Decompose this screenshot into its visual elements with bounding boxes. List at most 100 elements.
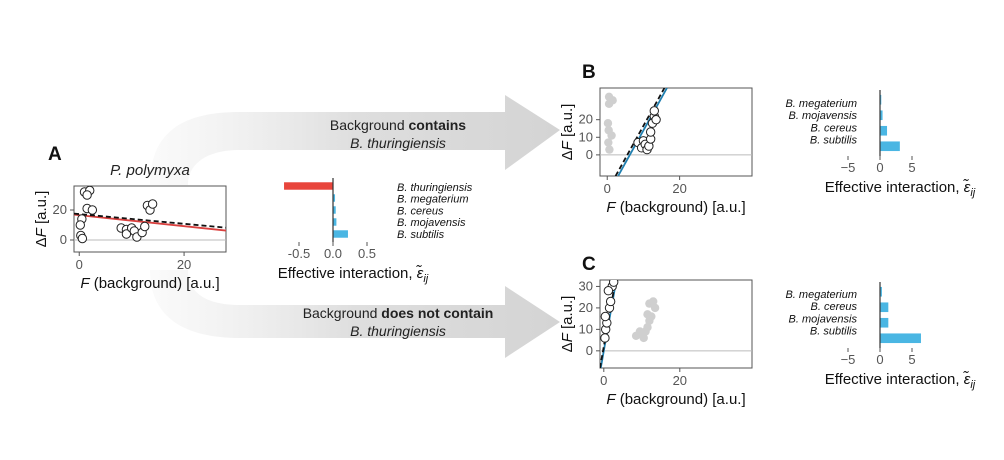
species-label: B. megaterium [785, 289, 857, 301]
data-point [147, 199, 158, 209]
fit-line-dashed [74, 212, 226, 229]
x-label-text: (background) [a.u.] [616, 391, 746, 408]
data-point [605, 296, 616, 307]
x-label-text: (background) [a.u.] [616, 199, 746, 216]
y-label-delta: Δ [559, 150, 576, 160]
x-tick-label: 0 [600, 373, 607, 388]
y-axis-label: ΔF [a.u.] [559, 296, 576, 353]
x-axis-label: F (background) [a.u.] [606, 199, 745, 216]
x-label-symbol: ε̃ [962, 179, 970, 196]
species-label: B. subtilis [810, 135, 858, 147]
species-label: B. cereus [811, 122, 858, 134]
y-label-text: [a.u.] [559, 296, 576, 334]
y-tick-label: 20 [579, 300, 593, 315]
y-label-delta: Δ [33, 237, 50, 247]
data-point [77, 233, 88, 244]
x-tick-label: 0 [876, 160, 883, 175]
species-label: B. mojavensis [789, 110, 858, 122]
x-tick-label: 5 [908, 160, 915, 175]
x-label-text: Effective interaction, [278, 265, 417, 282]
arrow-bottom-normal: Background [303, 305, 382, 321]
y-axis-label: ΔF [a.u.] [33, 191, 50, 248]
species-label: B. cereus [811, 301, 858, 313]
background-point [649, 297, 658, 306]
background-point [603, 119, 613, 128]
interaction-bar [333, 206, 336, 214]
y-tick-label: 10 [579, 129, 593, 144]
data-point [645, 127, 656, 137]
interaction-bar [880, 141, 900, 152]
y-tick-label: 30 [579, 278, 593, 293]
x-tick-label: 0.0 [324, 246, 342, 261]
panel-a-title: P. polymyxa [110, 162, 190, 179]
species-label: B. thuringiensis [397, 182, 473, 194]
data-point [121, 229, 132, 239]
x-label-symbol: F [606, 391, 616, 408]
data-point [140, 221, 150, 232]
b-plot-frame [599, 87, 753, 177]
y-label-symbol: F [559, 332, 576, 342]
species-label: B. mojavensis [789, 313, 858, 325]
x-axis-label: Effective interaction, ε̃ij [825, 371, 976, 391]
x-tick-label: 5 [908, 352, 915, 367]
background-point [643, 323, 652, 332]
interaction-bar [333, 194, 336, 202]
interaction-bar [880, 333, 921, 344]
y-tick-label: 0 [60, 232, 67, 247]
x-axis-label: F (background) [a.u.] [80, 275, 219, 292]
x-tick-label: 0 [76, 257, 83, 272]
background-point [605, 145, 614, 154]
x-tick-label: 20 [672, 181, 686, 196]
x-label-text: (background) [a.u.] [90, 275, 220, 292]
x-label-symbol: F [80, 275, 90, 292]
x-tick-label: 0 [604, 181, 611, 196]
arrow-top-line1: Background contains [330, 117, 466, 133]
x-tick-label: -0.5 [288, 246, 310, 261]
fit-line-solid [617, 88, 668, 176]
x-tick-label: 0 [876, 352, 883, 367]
arrow-top-line2: B. thuringiensis [350, 135, 446, 151]
data-point [82, 190, 92, 200]
interaction-bar [880, 94, 882, 105]
species-label: B. megaterium [785, 98, 857, 110]
background-point [604, 99, 614, 109]
arrow-bottom-line1: Background does not contain [303, 305, 494, 321]
x-label-symbol: F [606, 199, 616, 216]
y-tick-label: 10 [579, 321, 593, 336]
plot-area [600, 280, 660, 368]
fit-line-dashed [614, 88, 666, 176]
x-label-text: Effective interaction, [825, 179, 964, 196]
arrow-bottom-line2: B. thuringiensis [350, 323, 446, 339]
plot-area [74, 186, 226, 244]
arrow-to-c [150, 270, 560, 358]
interaction-bar [284, 182, 333, 190]
a-plot-frame [73, 185, 227, 253]
x-tick-label: −5 [841, 160, 856, 175]
y-axis-label: ΔF [a.u.] [559, 104, 576, 161]
x-label-subscript: ij [423, 273, 428, 285]
data-point [608, 280, 619, 287]
fit-line-solid [74, 213, 226, 232]
x-tick-label: 20 [673, 373, 687, 388]
x-tick-label: 20 [177, 257, 191, 272]
data-point [600, 311, 611, 322]
species-label: B. mojavensis [397, 217, 466, 229]
x-label-symbol: ε̃ [415, 265, 423, 282]
data-point [75, 220, 85, 230]
interaction-bar [333, 230, 348, 238]
c-plot-frame [599, 279, 753, 369]
data-point [603, 286, 614, 296]
x-axis-label: Effective interaction, ε̃ij [278, 265, 429, 285]
panel-label-c: C [582, 254, 596, 275]
data-point [651, 114, 661, 125]
x-axis-label: F (background) [a.u.] [606, 391, 745, 408]
arrow-bottom-bold: does not contain [381, 305, 493, 321]
species-label: B. subtilis [397, 229, 445, 241]
species-label: B. subtilis [810, 326, 858, 338]
y-label-delta: Δ [559, 342, 576, 352]
x-axis-label: Effective interaction, ε̃ij [825, 179, 976, 199]
